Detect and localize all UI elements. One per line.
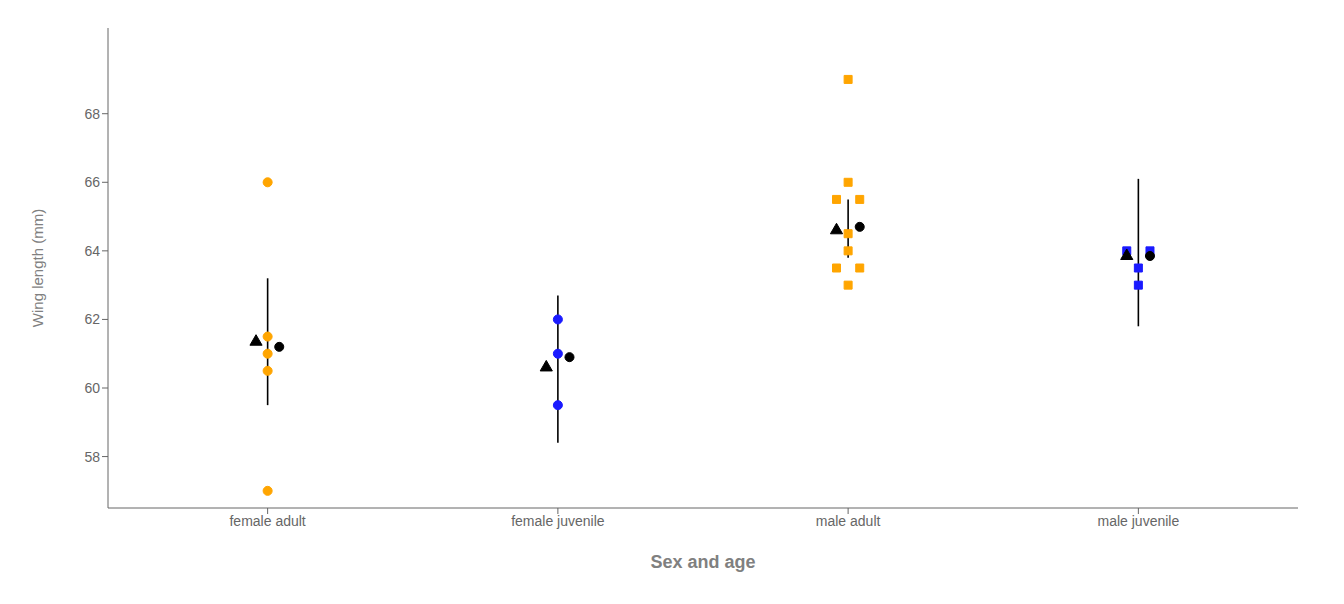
svg-text:66: 66	[84, 174, 100, 190]
svg-text:68: 68	[84, 106, 100, 122]
svg-text:Sex and age: Sex and age	[650, 552, 755, 572]
svg-text:64: 64	[84, 243, 100, 259]
svg-text:58: 58	[84, 449, 100, 465]
svg-text:male adult: male adult	[816, 513, 881, 529]
svg-text:Wing length (mm): Wing length (mm)	[29, 209, 46, 327]
svg-text:male juvenile: male juvenile	[1098, 513, 1180, 529]
svg-text:female juvenile: female juvenile	[511, 513, 605, 529]
svg-text:female adult: female adult	[229, 513, 305, 529]
svg-text:62: 62	[84, 311, 100, 327]
svg-text:60: 60	[84, 380, 100, 396]
